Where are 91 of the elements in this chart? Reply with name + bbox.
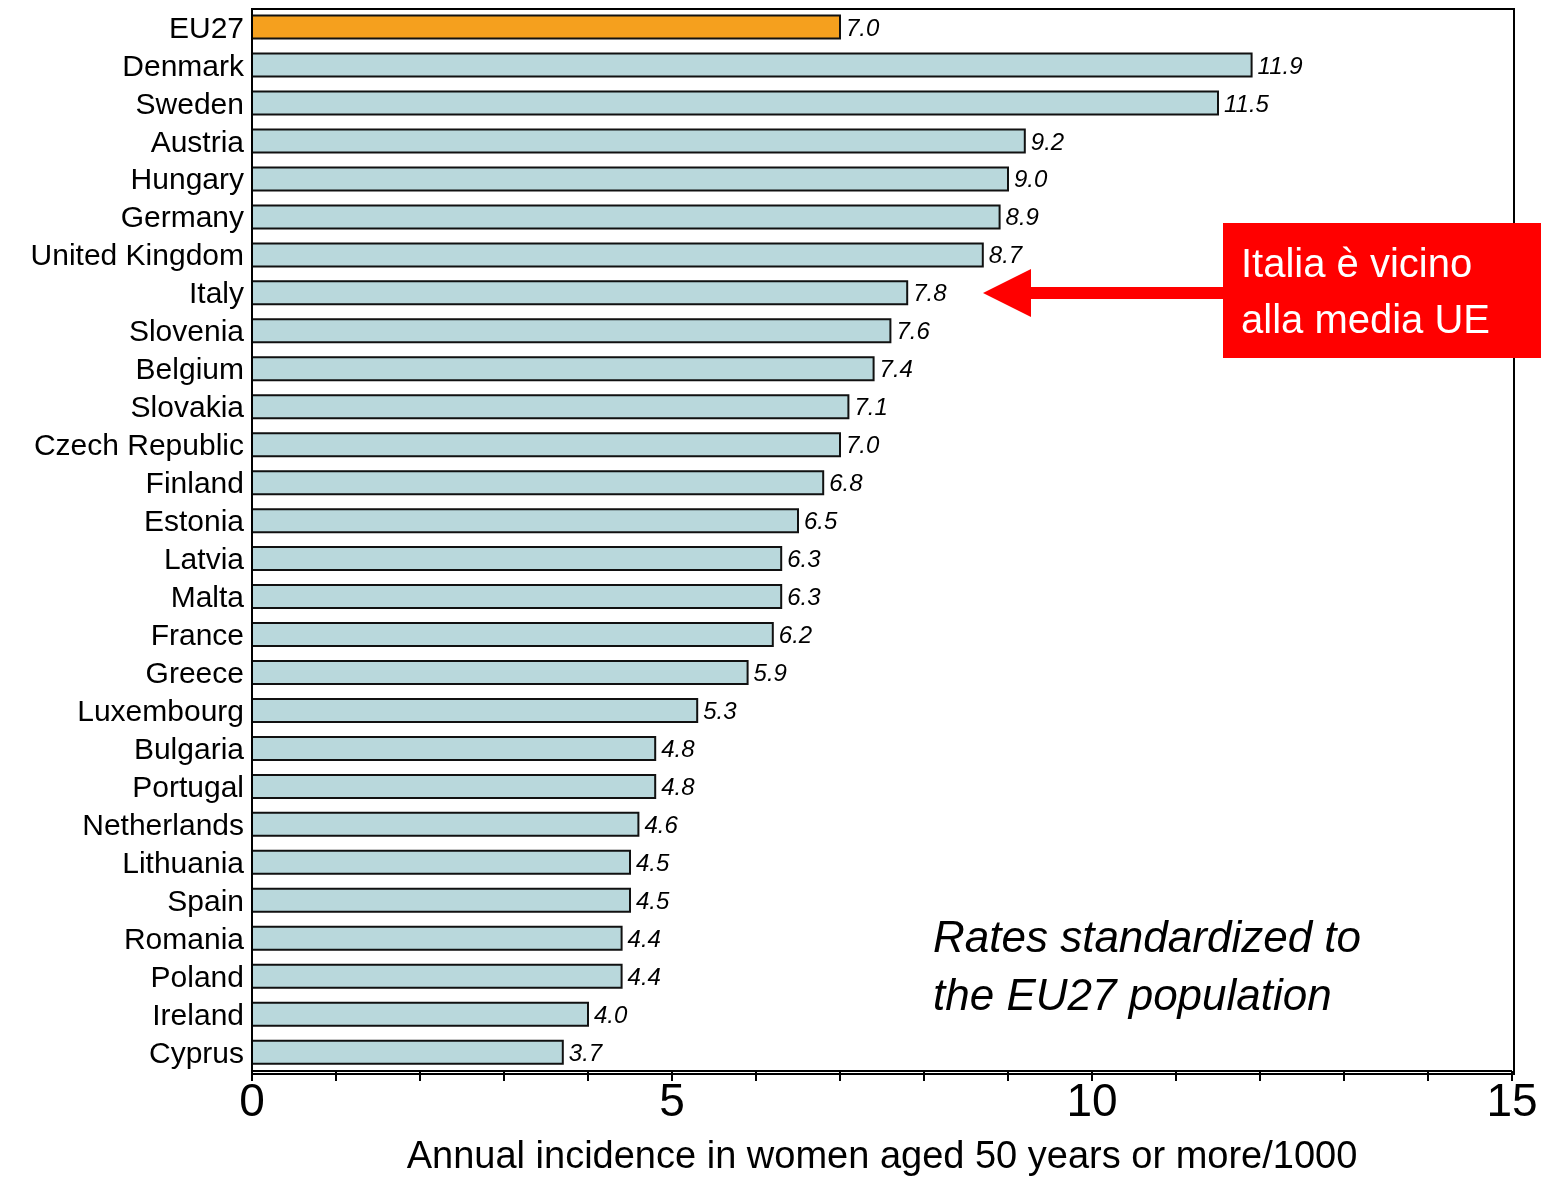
bar xyxy=(252,128,1026,154)
y-tick-label: Cyprus xyxy=(148,1035,244,1069)
bar xyxy=(252,508,799,534)
data-label: 7.0 xyxy=(846,13,881,41)
y-tick-label: Hungary xyxy=(130,162,244,196)
data-label: 6.3 xyxy=(787,583,822,611)
x-tick-label: 15 xyxy=(1486,1073,1538,1126)
bar xyxy=(252,887,631,913)
y-tick-label: Lithuania xyxy=(122,845,245,879)
x-tick-label: 0 xyxy=(239,1073,265,1126)
bar xyxy=(252,394,850,420)
data-label: 5.9 xyxy=(753,659,787,687)
bar xyxy=(252,318,892,344)
y-tick-label: Romania xyxy=(123,921,245,955)
data-label: 9.0 xyxy=(1014,165,1049,193)
bar xyxy=(252,773,657,799)
data-label: 4.5 xyxy=(636,848,671,876)
y-tick-label: Finland xyxy=(145,466,244,500)
data-label: 3.7 xyxy=(568,1038,604,1066)
y-tick-label: France xyxy=(150,618,244,652)
y-tick-label: Luxembourg xyxy=(77,693,244,727)
data-label: 7.0 xyxy=(846,431,881,459)
data-label: 4.8 xyxy=(661,772,696,800)
y-tick-label: Netherlands xyxy=(82,807,244,841)
bar xyxy=(252,432,841,458)
bar xyxy=(252,52,1253,78)
y-tick-label: Spain xyxy=(167,883,244,917)
y-tick-label: Czech Republic xyxy=(33,428,244,462)
y-tick-label: EU27 xyxy=(168,10,244,44)
y-tick-label: Italy xyxy=(188,276,244,310)
bar xyxy=(252,811,640,837)
data-label: 4.8 xyxy=(661,734,696,762)
y-tick-label: Ireland xyxy=(152,997,244,1031)
bar xyxy=(252,659,749,685)
bar xyxy=(252,584,783,610)
y-tick-label: Denmark xyxy=(122,48,245,82)
bar xyxy=(252,242,984,268)
y-tick-label: Greece xyxy=(145,656,244,690)
y-tick-label: Portugal xyxy=(132,769,244,803)
y-tick-label: Poland xyxy=(150,959,244,993)
bar xyxy=(252,280,909,306)
bar xyxy=(252,849,631,875)
data-label: 6.3 xyxy=(787,545,822,573)
data-label: 7.1 xyxy=(854,393,888,421)
bar xyxy=(252,963,623,989)
y-tick-label: Belgium xyxy=(135,352,244,386)
x-tick-label: 10 xyxy=(1066,1073,1118,1126)
data-label: 8.7 xyxy=(988,241,1024,269)
annotation: Italia è vicino alla media UE xyxy=(1223,222,1541,358)
bar xyxy=(252,925,623,951)
y-tick-label: Bulgaria xyxy=(133,731,245,765)
x-axis-title: Annual incidence in women aged 50 years or more/1000 xyxy=(405,1133,1359,1178)
y-tick-label: Germany xyxy=(120,200,244,234)
data-label: 9.2 xyxy=(1030,127,1065,155)
bar xyxy=(252,735,657,761)
data-label: 4.0 xyxy=(594,1000,629,1028)
bar xyxy=(252,204,1001,230)
data-label: 4.6 xyxy=(644,810,679,838)
x-tick-label: 5 xyxy=(659,1073,685,1126)
bar xyxy=(252,166,1009,192)
data-label: 7.6 xyxy=(896,317,931,345)
y-tick-label: Latvia xyxy=(163,542,245,576)
y-tick-label: Slovakia xyxy=(130,390,245,424)
y-tick-label: United Kingdom xyxy=(30,238,244,272)
bar xyxy=(252,356,875,382)
data-label: 7.8 xyxy=(913,279,948,307)
annotation: Rates standardized to the EU27 population xyxy=(933,911,1363,1021)
data-label: 11.5 xyxy=(1224,89,1270,117)
y-tick-label: Austria xyxy=(150,124,245,158)
data-label: 6.5 xyxy=(804,507,839,535)
y-tick-label: Malta xyxy=(170,580,245,614)
bar xyxy=(252,14,841,40)
bar xyxy=(252,546,783,572)
data-label: 4.5 xyxy=(636,886,671,914)
bar xyxy=(252,1039,564,1065)
data-label: 7.4 xyxy=(879,355,913,383)
data-label: 8.9 xyxy=(1005,203,1039,231)
y-tick-label: Estonia xyxy=(143,504,245,538)
bar xyxy=(252,90,1219,116)
data-label: 6.8 xyxy=(829,469,864,497)
bar xyxy=(252,697,699,723)
data-label: 11.9 xyxy=(1257,51,1303,79)
data-label: 6.2 xyxy=(778,621,813,649)
y-tick-label: Sweden xyxy=(135,86,244,120)
bar xyxy=(252,1001,589,1027)
data-label: 4.4 xyxy=(627,924,661,952)
data-label: 5.3 xyxy=(703,696,738,724)
bar xyxy=(252,470,825,496)
bar xyxy=(252,622,774,648)
data-label: 4.4 xyxy=(627,962,661,990)
y-tick-label: Slovenia xyxy=(128,314,245,348)
